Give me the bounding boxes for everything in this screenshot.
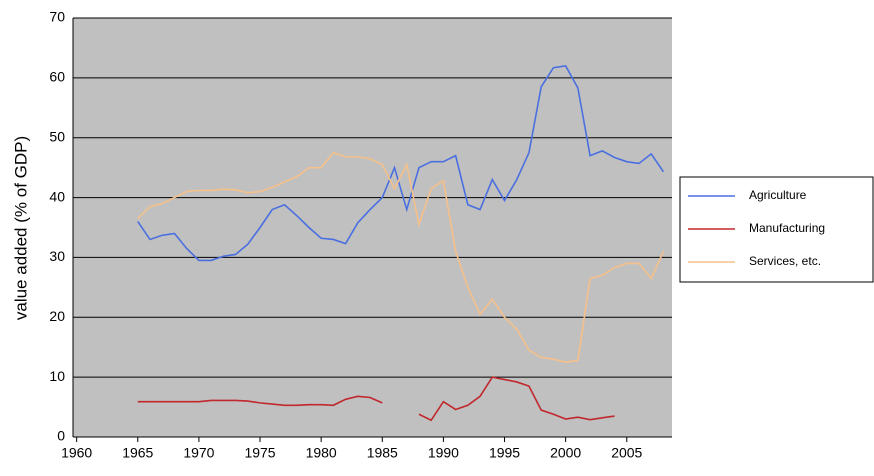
- y-tick-label: 30: [49, 248, 65, 264]
- x-tick-label: 1985: [367, 445, 398, 461]
- legend-label: Agriculture: [749, 188, 807, 202]
- x-tick-label: 1980: [306, 445, 337, 461]
- y-tick-label: 60: [49, 69, 65, 85]
- x-tick-label: 1960: [61, 445, 92, 461]
- legend-label: Services, etc.: [749, 254, 821, 268]
- x-tick-label: 2000: [550, 445, 581, 461]
- x-tick-label: 2005: [611, 445, 642, 461]
- x-tick-label: 1990: [428, 445, 459, 461]
- series-line: [137, 395, 383, 407]
- y-tick-label: 20: [49, 308, 65, 324]
- y-tick-label: 70: [49, 9, 65, 25]
- y-axis-label: value added (% of GDP): [11, 136, 30, 320]
- x-tick-label: 1975: [244, 445, 275, 461]
- series-line: [137, 65, 665, 262]
- x-tick-label: 1995: [489, 445, 520, 461]
- x-tick-label: 1965: [122, 445, 153, 461]
- legend-label: Manufacturing: [749, 221, 825, 235]
- y-tick-label: 10: [49, 368, 65, 384]
- series-line: [137, 151, 665, 363]
- y-tick-label: 40: [49, 188, 65, 204]
- series-line: [418, 376, 615, 422]
- x-tick-label: 1970: [183, 445, 214, 461]
- plot-background: [73, 18, 672, 437]
- y-tick-label: 0: [57, 428, 65, 444]
- y-tick-label: 50: [49, 128, 65, 144]
